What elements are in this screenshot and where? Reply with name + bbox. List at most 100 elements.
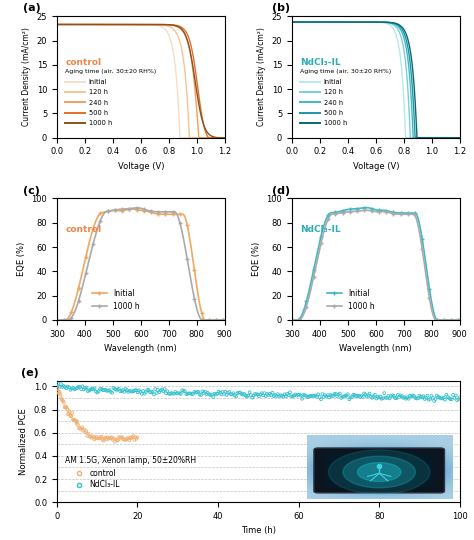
Point: [62, 403, 70, 412]
Point: [242, 391, 249, 400]
Point: [354, 392, 361, 400]
Point: [235, 388, 243, 397]
Point: [251, 390, 259, 399]
Point: [109, 436, 117, 444]
Point: [158, 385, 166, 394]
Point: [248, 393, 256, 402]
Point: [81, 426, 88, 434]
Point: [320, 393, 328, 401]
Point: [69, 383, 77, 392]
Point: [286, 388, 294, 396]
Point: [61, 403, 68, 411]
Point: [278, 392, 286, 400]
Point: [138, 389, 146, 398]
Point: [95, 387, 102, 395]
Point: [228, 390, 236, 399]
Point: [169, 389, 176, 398]
Point: [107, 433, 115, 442]
Point: [304, 393, 311, 401]
Point: [273, 392, 280, 400]
Point: [226, 388, 233, 396]
Point: [68, 384, 75, 393]
Text: AM 1.5G, Xenon lamp, 50±20%RH: AM 1.5G, Xenon lamp, 50±20%RH: [65, 456, 196, 465]
Point: [359, 393, 366, 401]
Point: [115, 433, 123, 441]
Point: [374, 393, 382, 401]
Point: [455, 395, 462, 403]
Point: [210, 393, 217, 401]
Legend: control, NdCl₃-IL: control, NdCl₃-IL: [69, 466, 123, 492]
Point: [135, 386, 143, 395]
Point: [133, 434, 140, 443]
Text: control: control: [65, 226, 101, 234]
Point: [74, 421, 82, 429]
Point: [332, 390, 339, 399]
Point: [416, 392, 423, 400]
Point: [188, 390, 195, 399]
Point: [245, 392, 252, 400]
Point: [55, 389, 63, 398]
Point: [106, 434, 114, 443]
Point: [327, 390, 334, 399]
Point: [352, 392, 360, 401]
Point: [349, 390, 357, 399]
Point: [406, 392, 414, 400]
Point: [432, 395, 439, 403]
Point: [126, 387, 134, 395]
Point: [90, 385, 97, 394]
Legend: Initial, 1000 h: Initial, 1000 h: [89, 286, 143, 314]
Point: [329, 392, 337, 401]
Point: [355, 392, 363, 400]
Point: [219, 388, 227, 396]
Point: [83, 431, 91, 440]
Point: [378, 394, 385, 403]
Point: [213, 389, 221, 398]
Point: [437, 394, 445, 403]
Point: [84, 387, 91, 395]
Point: [72, 416, 80, 425]
Point: [172, 388, 179, 396]
Point: [389, 391, 396, 400]
Point: [232, 392, 240, 401]
Point: [73, 384, 81, 393]
Point: [182, 390, 190, 399]
Point: [59, 396, 66, 404]
Point: [300, 391, 307, 400]
Point: [403, 393, 411, 402]
Point: [237, 388, 244, 397]
Point: [274, 390, 282, 399]
Point: [71, 415, 78, 424]
Point: [456, 393, 464, 402]
Point: [68, 408, 76, 417]
Point: [433, 391, 441, 400]
Point: [267, 391, 275, 400]
Point: [375, 393, 383, 402]
Text: (e): (e): [20, 368, 38, 378]
Point: [103, 435, 110, 444]
Point: [290, 391, 298, 400]
Point: [443, 390, 450, 399]
Point: [128, 387, 136, 396]
Point: [174, 389, 182, 397]
Point: [408, 392, 415, 401]
Point: [106, 386, 113, 394]
Point: [101, 434, 109, 443]
Point: [220, 389, 228, 398]
Point: [200, 389, 208, 397]
Point: [94, 434, 101, 443]
Point: [125, 388, 132, 396]
Point: [65, 409, 73, 417]
Point: [282, 392, 290, 401]
Point: [376, 392, 384, 401]
Point: [438, 394, 446, 403]
Point: [90, 433, 97, 441]
Point: [83, 383, 91, 392]
Point: [125, 434, 132, 443]
Point: [112, 386, 120, 394]
Y-axis label: Normalized PCE: Normalized PCE: [19, 408, 28, 475]
Point: [134, 433, 141, 442]
Point: [177, 390, 185, 399]
Text: Initial: Initial: [89, 79, 107, 85]
Point: [70, 416, 77, 424]
Point: [402, 394, 410, 403]
